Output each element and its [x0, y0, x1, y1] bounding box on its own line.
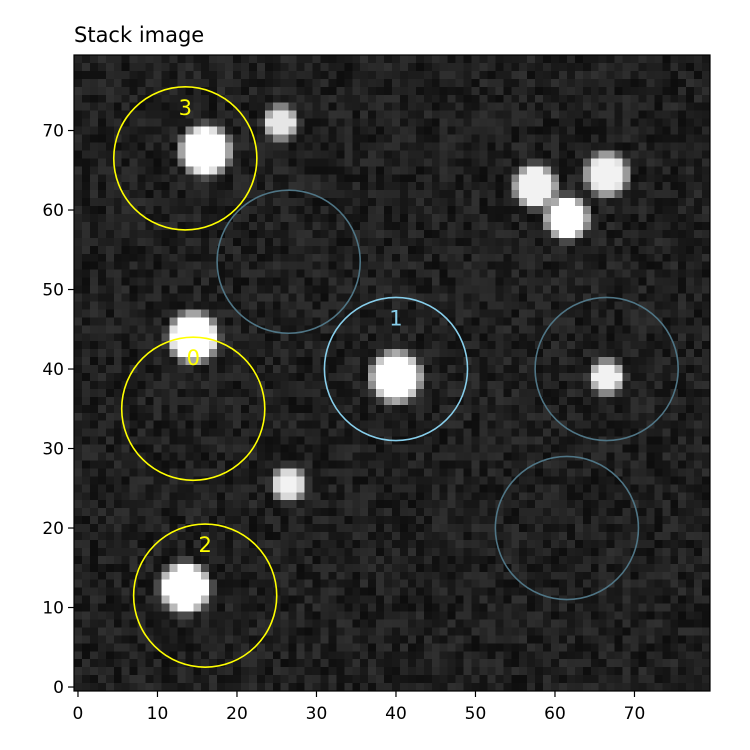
aperture-circle-3	[112, 86, 258, 231]
aperture-label-3: 3	[179, 96, 192, 120]
aperture-label-0: 0	[187, 346, 200, 370]
x-tick-label: 0	[73, 704, 84, 724]
y-tick-label: 30	[42, 440, 64, 460]
aperture-circle-excluded-6	[216, 189, 361, 335]
y-tick-label: 40	[42, 360, 64, 380]
x-tick-label: 40	[385, 704, 407, 724]
aperture-circle-1	[323, 296, 469, 442]
aperture-label-1: 1	[389, 306, 402, 330]
y-tick-label: 10	[42, 599, 64, 619]
y-tick-label: 0	[53, 678, 64, 698]
y-tick-label: 50	[42, 281, 64, 301]
x-tick-label: 20	[226, 704, 248, 724]
y-tick-label: 60	[42, 201, 64, 221]
y-tick-label: 20	[42, 519, 64, 539]
aperture-circle-2	[132, 523, 278, 668]
aperture-labels: 0 1 2 3	[179, 96, 403, 557]
stack-image-pixels	[74, 55, 710, 691]
y-tick-label: 70	[42, 122, 64, 142]
aperture-circle-excluded-5	[534, 296, 680, 442]
x-tick-label: 60	[544, 704, 566, 724]
stack-image	[74, 55, 710, 691]
y-axis: 0 10 20 30 40 50 60 70	[42, 122, 74, 698]
chart-title: Stack image	[74, 23, 204, 47]
x-tick-label: 50	[465, 704, 487, 724]
aperture-circle-0	[120, 336, 266, 482]
x-axis: 0 10 20 30 40 50 60 70	[73, 691, 646, 724]
x-tick-label: 10	[147, 704, 169, 724]
x-tick-label: 30	[306, 704, 328, 724]
aperture-circle-excluded-4	[494, 455, 640, 601]
x-tick-label: 70	[624, 704, 646, 724]
plot-frame	[73, 54, 711, 692]
aperture-overlay	[112, 86, 680, 668]
aperture-label-2: 2	[198, 533, 211, 557]
